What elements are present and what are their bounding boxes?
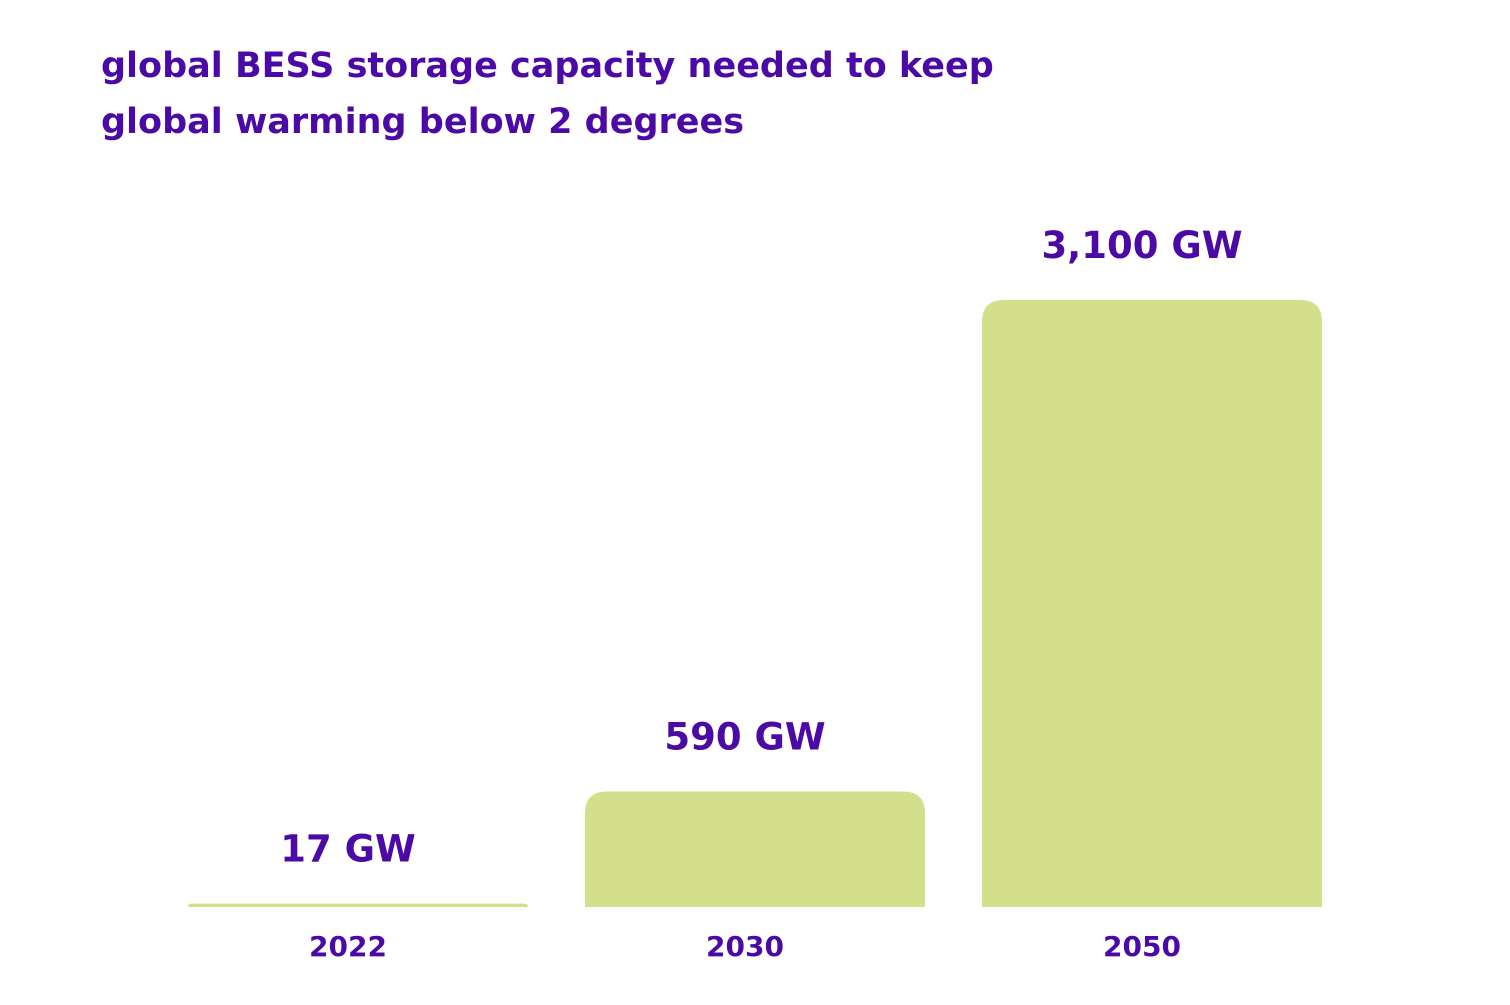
x-tick-label-2022: 2022 bbox=[309, 930, 387, 963]
x-tick-label-2050: 2050 bbox=[1103, 930, 1181, 963]
value-label-2050: 3,100 GW bbox=[1041, 224, 1242, 267]
x-tick-label-2030: 2030 bbox=[706, 930, 784, 963]
value-labels-group: 17 GW 590 GW 3,100 GW bbox=[280, 224, 1242, 871]
bar-2030 bbox=[585, 791, 925, 907]
value-label-2022: 17 GW bbox=[280, 828, 416, 871]
value-label-2030: 590 GW bbox=[664, 715, 825, 758]
bar-2050 bbox=[982, 300, 1322, 907]
chart-title: global BESS storage capacity needed to k… bbox=[101, 46, 994, 142]
x-tick-labels-group: 2022 2030 2050 bbox=[309, 930, 1181, 963]
bars-group bbox=[188, 300, 1322, 907]
bar-2022 bbox=[188, 903, 528, 907]
